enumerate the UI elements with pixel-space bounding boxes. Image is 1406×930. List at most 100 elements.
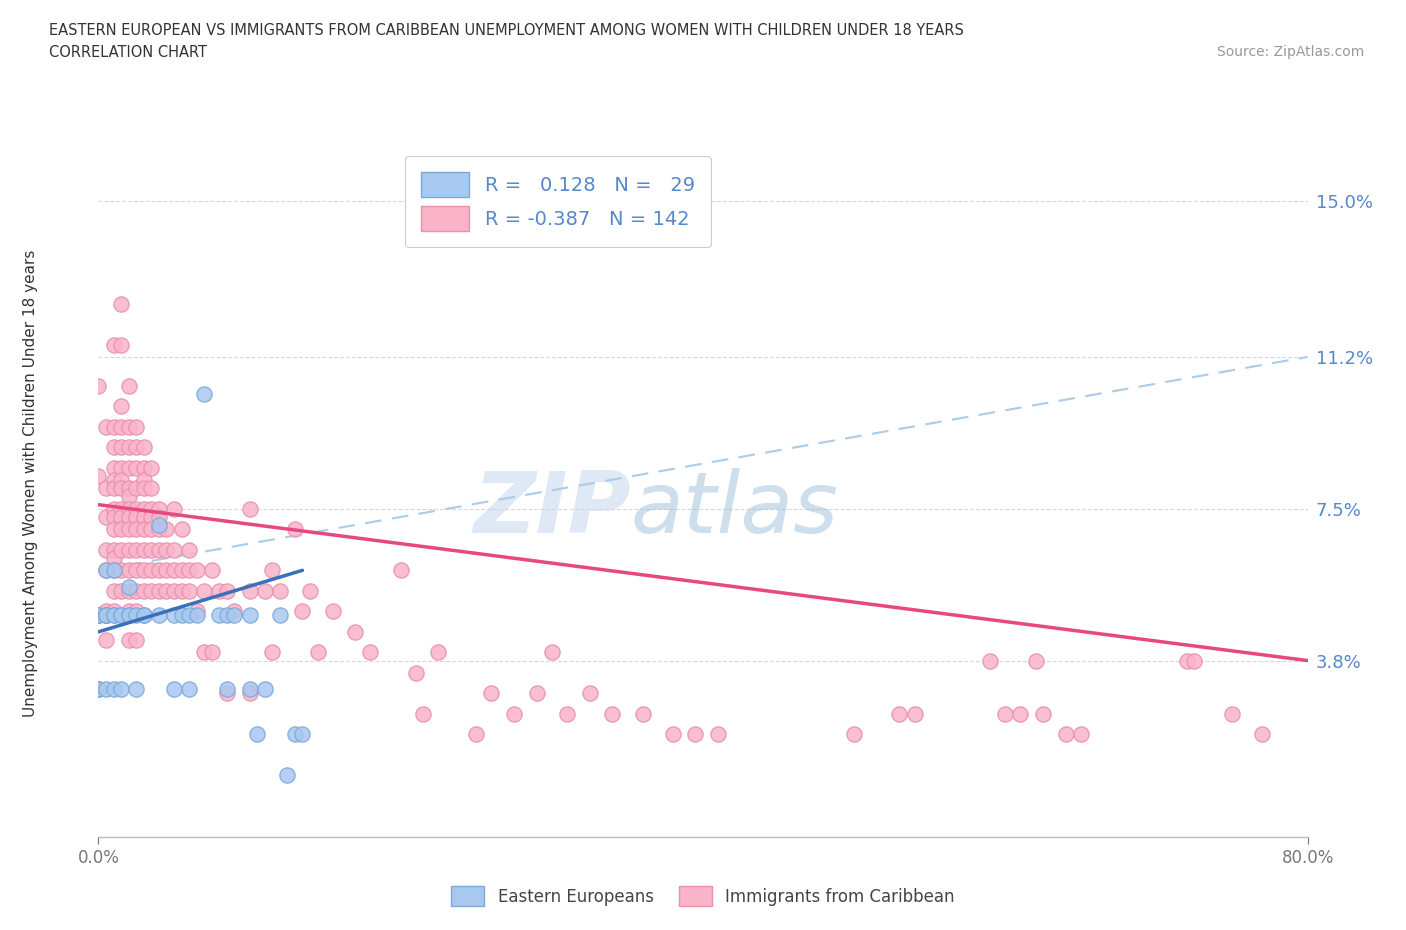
Point <box>1175 653 1198 668</box>
Point <box>163 583 186 598</box>
Point <box>193 644 215 659</box>
Point <box>344 624 367 639</box>
Point <box>103 608 125 623</box>
Point <box>1032 707 1054 722</box>
Text: Unemployment Among Women with Children Under 18 years: Unemployment Among Women with Children U… <box>24 250 38 717</box>
Point <box>118 419 141 434</box>
Point <box>132 542 155 557</box>
Point <box>94 608 117 623</box>
Point <box>299 583 322 598</box>
Point <box>94 563 117 578</box>
Point <box>578 686 600 701</box>
Point <box>118 501 141 516</box>
Point <box>103 338 125 352</box>
Point <box>170 608 193 623</box>
Point <box>148 563 170 578</box>
Point <box>224 608 246 623</box>
Point <box>215 583 238 598</box>
Point <box>125 682 148 697</box>
Point <box>87 608 110 623</box>
Point <box>685 727 707 742</box>
Point <box>177 608 201 623</box>
Point <box>540 644 562 659</box>
Point <box>215 608 238 623</box>
Point <box>1054 727 1077 742</box>
Point <box>118 481 141 496</box>
Point <box>1251 727 1274 742</box>
Point <box>239 583 262 598</box>
Text: atlas: atlas <box>630 468 838 551</box>
Point <box>132 472 155 487</box>
Point <box>110 563 132 578</box>
Point <box>118 579 141 594</box>
Point <box>170 563 193 578</box>
Point <box>141 460 163 475</box>
Point <box>148 518 170 533</box>
Point <box>141 542 163 557</box>
Point <box>322 604 344 618</box>
Point <box>239 501 262 516</box>
Text: CORRELATION CHART: CORRELATION CHART <box>49 45 207 60</box>
Point <box>186 604 208 618</box>
Point <box>707 727 730 742</box>
Point <box>844 727 866 742</box>
Point <box>405 666 427 681</box>
Point <box>110 296 132 311</box>
Point <box>125 563 148 578</box>
Point <box>170 522 193 537</box>
Point <box>631 707 654 722</box>
Point <box>155 542 177 557</box>
Point <box>118 604 141 618</box>
Point <box>163 542 186 557</box>
Point <box>125 608 148 623</box>
Point <box>110 608 132 623</box>
Point <box>141 510 163 525</box>
Point <box>94 481 117 496</box>
Point <box>1010 707 1032 722</box>
Point <box>412 707 434 722</box>
Point <box>155 563 177 578</box>
Point <box>110 472 132 487</box>
Legend: Eastern Europeans, Immigrants from Caribbean: Eastern Europeans, Immigrants from Carib… <box>444 880 962 912</box>
Point <box>284 727 307 742</box>
Point <box>125 510 148 525</box>
Point <box>239 682 262 697</box>
Point <box>163 682 186 697</box>
Point <box>125 604 148 618</box>
Point <box>239 608 262 623</box>
Point <box>118 440 141 455</box>
Point <box>291 727 314 742</box>
Point <box>125 501 148 516</box>
Point <box>269 608 291 623</box>
Point <box>132 440 155 455</box>
Point <box>246 727 269 742</box>
Point <box>186 608 208 623</box>
Point <box>132 583 155 598</box>
Point <box>904 707 927 722</box>
Point <box>1024 653 1046 668</box>
Point <box>103 510 125 525</box>
Point <box>87 608 110 623</box>
Point <box>307 644 329 659</box>
Point <box>110 338 132 352</box>
Point <box>177 583 201 598</box>
Point <box>103 440 125 455</box>
Point <box>661 727 683 742</box>
Point <box>253 682 276 697</box>
Point <box>118 608 141 623</box>
Point <box>177 542 201 557</box>
Point <box>360 644 382 659</box>
Point <box>132 522 155 537</box>
Point <box>103 551 125 565</box>
Point <box>118 542 141 557</box>
Point <box>110 583 132 598</box>
Point <box>103 501 125 516</box>
Point <box>118 583 141 598</box>
Point <box>87 469 110 484</box>
Point <box>132 501 155 516</box>
Point <box>94 682 117 697</box>
Point <box>87 682 110 697</box>
Point <box>125 632 148 647</box>
Point <box>253 583 276 598</box>
Point <box>193 387 215 402</box>
